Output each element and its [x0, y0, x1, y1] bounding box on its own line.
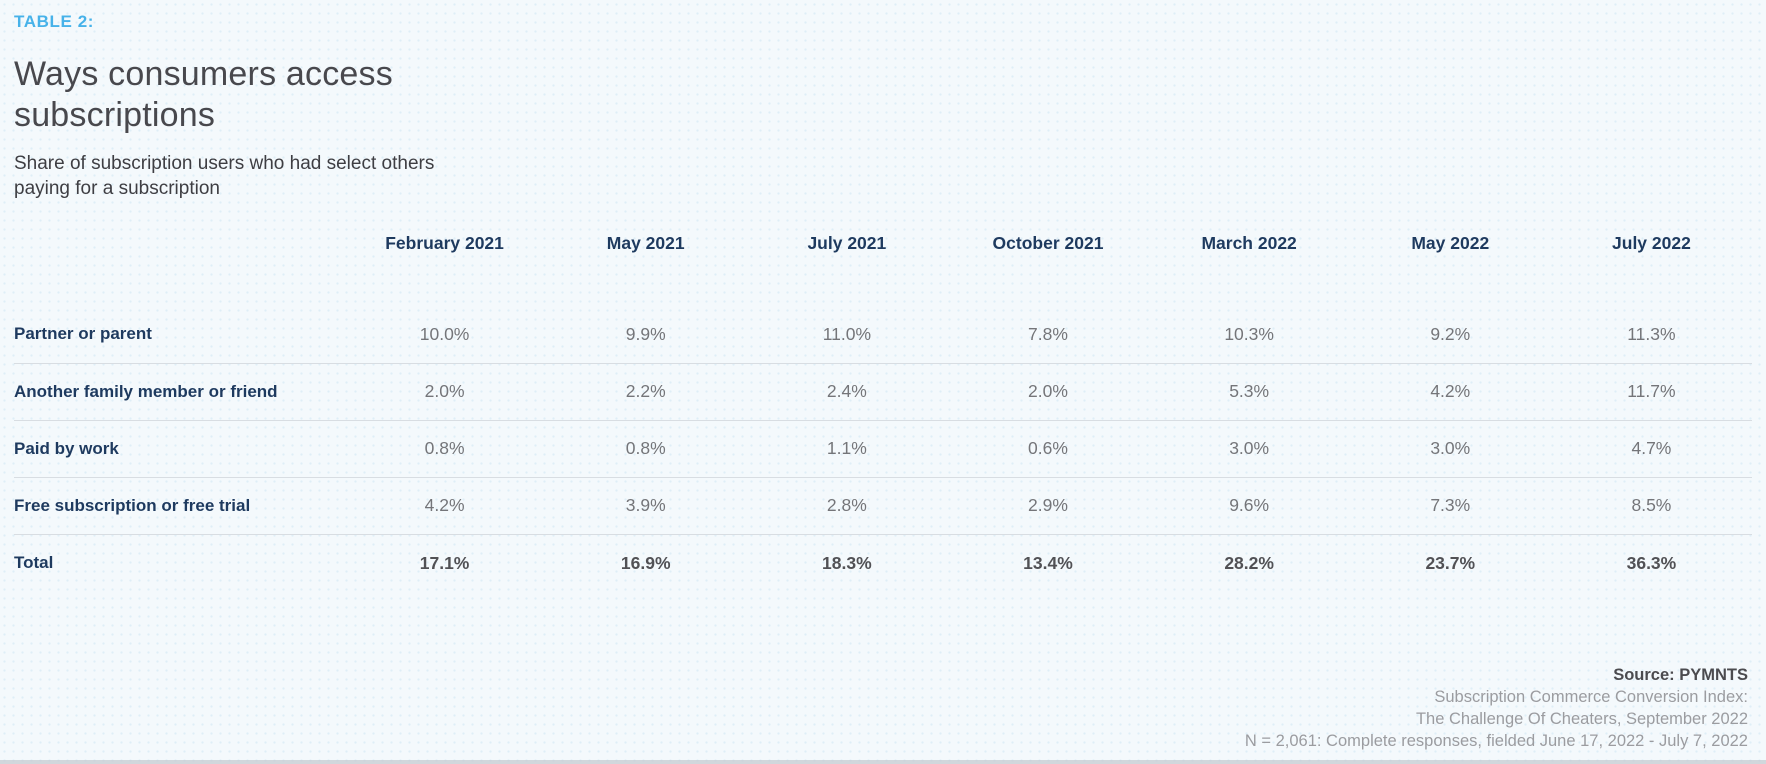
column-header-blank: [14, 233, 344, 306]
column-header-mar-2022: March 2022: [1201, 233, 1297, 254]
cell-value: 2.9%: [947, 477, 1149, 535]
cell-value: 10.0%: [344, 306, 546, 364]
column-header-jul-2022: July 2022: [1612, 233, 1691, 254]
source-name: Source: PYMNTS: [1613, 666, 1748, 685]
row-label: Free subscription or free trial: [14, 477, 344, 535]
bottom-edge-divider: [0, 760, 1766, 764]
cell-value: 0.8%: [344, 420, 546, 478]
cell-value: 2.0%: [947, 363, 1149, 421]
source-line: The Challenge Of Cheaters, September 202…: [1415, 710, 1748, 729]
table-row: Paid by work 0.8% 0.8% 1.1% 0.6% 3.0% 3.…: [14, 420, 1752, 478]
column-header-feb-2021: February 2021: [385, 233, 504, 254]
table-number-label: TABLE 2:: [14, 12, 95, 31]
cell-value: 0.8%: [545, 420, 747, 478]
column-header-may-2022: May 2022: [1411, 233, 1490, 254]
cell-value: 2.2%: [545, 363, 747, 421]
row-label: Another family member or friend: [14, 363, 344, 421]
cell-value: 11.3%: [1550, 306, 1752, 364]
cell-value: 3.9%: [545, 477, 747, 535]
cell-value: 2.4%: [746, 363, 948, 421]
total-cell-value: 18.3%: [822, 552, 872, 573]
page-subtitle: Share of subscription users who had sele…: [14, 152, 435, 200]
source-attribution: Source: PYMNTS Subscription Commerce Con…: [14, 664, 1752, 752]
cell-value: 4.7%: [1550, 420, 1752, 478]
cell-value: 11.7%: [1550, 363, 1752, 421]
cell-value: 10.3%: [1148, 306, 1350, 364]
cell-value: 0.6%: [947, 420, 1149, 478]
cell-value: 3.0%: [1349, 420, 1551, 478]
column-header-jul-2021: July 2021: [807, 233, 887, 254]
cell-value: 3.0%: [1148, 420, 1350, 478]
cell-value: 4.2%: [1349, 363, 1551, 421]
row-label: Paid by work: [14, 420, 344, 478]
source-line: Subscription Commerce Conversion Index:: [1434, 688, 1748, 707]
column-header-oct-2021: October 2021: [992, 233, 1104, 254]
total-cell-value: 16.9%: [620, 552, 671, 573]
row-label: Partner or parent: [14, 306, 344, 364]
subscriptions-access-table: February 2021 May 2021 July 2021 October…: [14, 233, 1752, 592]
cell-value: 9.6%: [1148, 477, 1350, 535]
total-cell-value: 13.4%: [1023, 552, 1073, 573]
table-total-row: Total 17.1% 16.9% 18.3% 13.4% 28.2% 23.7…: [14, 534, 1752, 592]
cell-value: 2.8%: [746, 477, 948, 535]
cell-value: 2.0%: [344, 363, 546, 421]
page-title: Ways consumers access subscriptions: [14, 55, 393, 135]
cell-value: 8.5%: [1550, 477, 1752, 535]
total-cell-value: 36.3%: [1626, 552, 1677, 573]
total-cell-value: 17.1%: [419, 552, 470, 573]
table-row: Partner or parent 10.0% 9.9% 11.0% 7.8% …: [14, 306, 1752, 364]
table-row: Another family member or friend 2.0% 2.2…: [14, 363, 1752, 421]
cell-value: 5.3%: [1148, 363, 1350, 421]
source-line: N = 2,061: Complete responses, fielded J…: [1244, 732, 1748, 751]
table-row: Free subscription or free trial 4.2% 3.9…: [14, 477, 1752, 535]
cell-value: 7.3%: [1349, 477, 1551, 535]
cell-value: 9.2%: [1349, 306, 1551, 364]
column-header-may-2021: May 2021: [606, 233, 685, 254]
table-header-row: February 2021 May 2021 July 2021 October…: [14, 233, 1752, 306]
cell-value: 11.0%: [746, 306, 948, 364]
cell-value: 4.2%: [344, 477, 546, 535]
total-row-label: Total: [14, 553, 54, 573]
cell-value: 1.1%: [746, 420, 948, 478]
total-cell-value: 23.7%: [1425, 552, 1476, 573]
cell-value: 9.9%: [545, 306, 747, 364]
total-cell-value: 28.2%: [1224, 552, 1274, 573]
cell-value: 7.8%: [947, 306, 1149, 364]
